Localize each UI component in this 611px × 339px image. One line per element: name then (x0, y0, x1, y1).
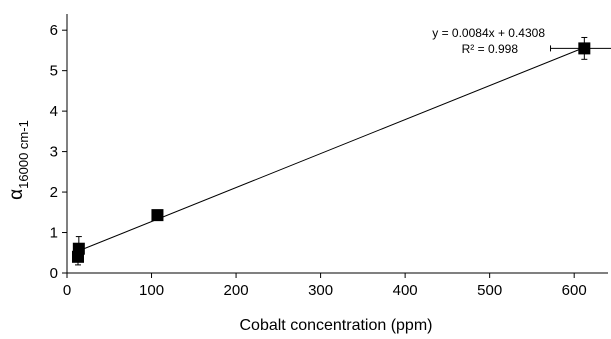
fit-equation-label: y = 0.0084x + 0.4308 (432, 26, 545, 40)
data-point-square (151, 209, 164, 222)
x-axis-ticks: 0 100 200 300 400 500 600 (63, 273, 587, 299)
y-tick-label: 1 (50, 225, 58, 242)
x-axis-title: Cobalt concentration (ppm) (240, 317, 433, 334)
x-tick-label: 400 (393, 282, 418, 299)
y-tick-label: 5 (50, 63, 58, 80)
y-axis-ticks: 0 1 2 3 4 5 6 (50, 22, 67, 282)
data-point-square (72, 242, 85, 255)
y-tick-label: 3 (50, 144, 58, 161)
fit-r2-label: R² = 0.998 (462, 42, 519, 56)
x-tick-label: 200 (224, 282, 249, 299)
y-axis-title-subscript: 16000 cm-1 (16, 120, 31, 189)
x-tick-label: 300 (308, 282, 333, 299)
data-points-layer (71, 36, 611, 266)
y-tick-label: 6 (50, 22, 58, 39)
y-tick-label: 0 (50, 265, 58, 282)
x-tick-label: 100 (139, 282, 164, 299)
data-point-square (578, 42, 591, 55)
axes (66, 14, 608, 274)
x-tick-label: 500 (477, 282, 502, 299)
x-tick-label: 600 (562, 282, 587, 299)
y-axis-title: α16000 cm-1 (6, 120, 31, 200)
y-tick-label: 2 (50, 184, 58, 201)
x-tick-label: 0 (63, 282, 71, 299)
y-axis-title-symbol: α (6, 189, 27, 200)
y-tick-label: 4 (50, 103, 58, 120)
